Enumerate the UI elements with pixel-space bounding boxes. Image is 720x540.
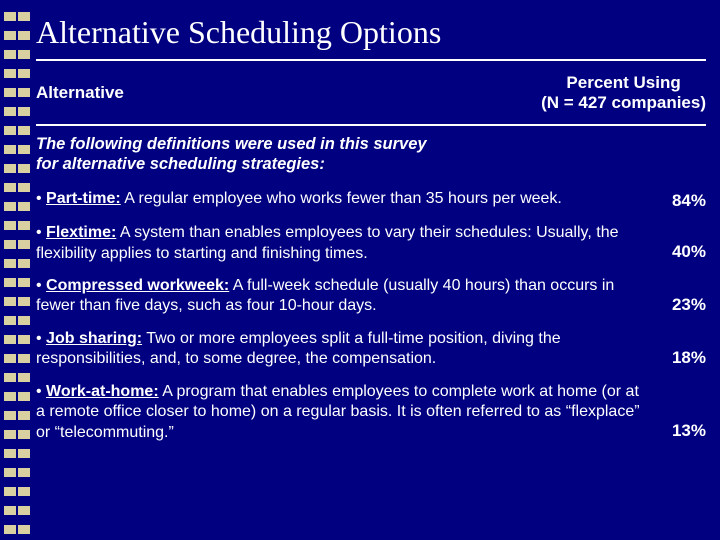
deco-block [4, 12, 16, 21]
deco-block [4, 525, 16, 534]
bullet-icon: • [36, 190, 46, 207]
deco-block [18, 354, 30, 363]
item-percent: 40% [662, 240, 706, 264]
deco-block [4, 316, 16, 325]
item-term: Flextime: [46, 224, 116, 241]
slide-content: Alternative Scheduling Options Alternati… [36, 14, 706, 455]
deco-block [4, 506, 16, 515]
list-item: • Part-time: A regular employee who work… [36, 189, 706, 211]
bullet-icon: • [36, 277, 46, 294]
deco-block [4, 183, 16, 192]
table-header-row: Alternative Percent Using (N = 427 compa… [36, 61, 706, 124]
deco-block [4, 221, 16, 230]
deco-block [18, 449, 30, 458]
item-definition: A system than enables employees to vary … [36, 224, 618, 261]
deco-block [18, 316, 30, 325]
deco-block [4, 411, 16, 420]
item-text: • Work-at-home: A program that enables e… [36, 382, 662, 443]
deco-block [18, 31, 30, 40]
column-header-right: Percent Using (N = 427 companies) [541, 73, 706, 114]
deco-block [4, 468, 16, 477]
bullet-icon: • [36, 224, 46, 241]
deco-block [18, 278, 30, 287]
deco-block [4, 145, 16, 154]
intro-line1: The following definitions were used in t… [36, 134, 706, 155]
deco-block [4, 202, 16, 211]
deco-block [4, 164, 16, 173]
deco-block [4, 449, 16, 458]
deco-block [18, 430, 30, 439]
deco-block [18, 183, 30, 192]
item-percent: 23% [662, 293, 706, 317]
item-term: Compressed workweek: [46, 277, 229, 294]
item-definition: A regular employee who works fewer than … [121, 190, 562, 207]
deco-block [4, 297, 16, 306]
deco-block [4, 240, 16, 249]
deco-block [18, 240, 30, 249]
deco-block [4, 354, 16, 363]
deco-block [18, 88, 30, 97]
deco-block [18, 411, 30, 420]
bullet-icon: • [36, 330, 46, 347]
deco-block [18, 221, 30, 230]
deco-block [4, 392, 16, 401]
list-item: • Flextime: A system than enables employ… [36, 223, 706, 264]
deco-block [4, 31, 16, 40]
slide-title: Alternative Scheduling Options [36, 14, 706, 51]
deco-block [18, 392, 30, 401]
deco-block [18, 468, 30, 477]
intro-text: The following definitions were used in t… [36, 134, 706, 175]
deco-block [18, 297, 30, 306]
column-header-left: Alternative [36, 83, 124, 103]
deco-block [4, 487, 16, 496]
item-text: • Part-time: A regular employee who work… [36, 189, 662, 209]
deco-block [18, 259, 30, 268]
item-text: • Job sharing: Two or more employees spl… [36, 329, 662, 370]
deco-block [4, 259, 16, 268]
item-term: Part-time: [46, 190, 121, 207]
column-header-right-line1: Percent Using [541, 73, 706, 93]
deco-block [18, 69, 30, 78]
deco-block [4, 50, 16, 59]
item-term: Job sharing: [46, 330, 142, 347]
item-text: • Compressed workweek: A full-week sched… [36, 276, 662, 317]
deco-block [18, 126, 30, 135]
item-percent: 18% [662, 346, 706, 370]
deco-block [18, 50, 30, 59]
deco-block [18, 12, 30, 21]
list-item: • Job sharing: Two or more employees spl… [36, 329, 706, 370]
deco-block [18, 164, 30, 173]
divider-bottom [36, 124, 706, 126]
deco-block [4, 373, 16, 382]
deco-block [18, 145, 30, 154]
deco-block [4, 126, 16, 135]
deco-block [4, 278, 16, 287]
deco-block [18, 487, 30, 496]
deco-block [18, 373, 30, 382]
item-text: • Flextime: A system than enables employ… [36, 223, 662, 264]
deco-block [18, 335, 30, 344]
deco-block [18, 506, 30, 515]
deco-block [18, 525, 30, 534]
deco-block [4, 69, 16, 78]
items-list: • Part-time: A regular employee who work… [36, 189, 706, 443]
deco-block [4, 88, 16, 97]
deco-block [18, 107, 30, 116]
item-percent: 13% [662, 419, 706, 443]
deco-block [4, 430, 16, 439]
item-percent: 84% [662, 189, 706, 211]
intro-line2: for alternative scheduling strategies: [36, 154, 706, 175]
bullet-icon: • [36, 383, 46, 400]
deco-block [18, 202, 30, 211]
list-item: • Compressed workweek: A full-week sched… [36, 276, 706, 317]
deco-block [4, 107, 16, 116]
item-term: Work-at-home: [46, 383, 159, 400]
list-item: • Work-at-home: A program that enables e… [36, 382, 706, 443]
column-header-right-line2: (N = 427 companies) [541, 93, 706, 113]
left-decoration [0, 0, 28, 540]
deco-block [4, 335, 16, 344]
